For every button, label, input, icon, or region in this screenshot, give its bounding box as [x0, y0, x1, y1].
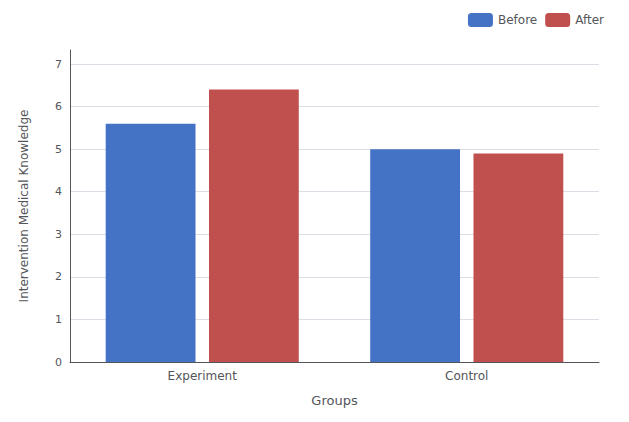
svg-text:0: 0: [55, 356, 62, 369]
svg-text:4: 4: [55, 185, 62, 198]
svg-text:6: 6: [55, 100, 62, 113]
svg-text:2: 2: [55, 270, 62, 283]
svg-text:Groups: Groups: [311, 393, 358, 408]
svg-text:Before: Before: [498, 13, 537, 27]
svg-text:Intervention Medical Knowledge: Intervention Medical Knowledge: [17, 110, 31, 303]
svg-text:1: 1: [55, 313, 62, 326]
svg-text:3: 3: [55, 228, 62, 241]
svg-text:Control: Control: [445, 369, 488, 383]
svg-text:5: 5: [55, 143, 62, 156]
svg-text:Experiment: Experiment: [168, 369, 238, 383]
svg-text:7: 7: [55, 58, 62, 71]
svg-text:After: After: [575, 13, 604, 27]
